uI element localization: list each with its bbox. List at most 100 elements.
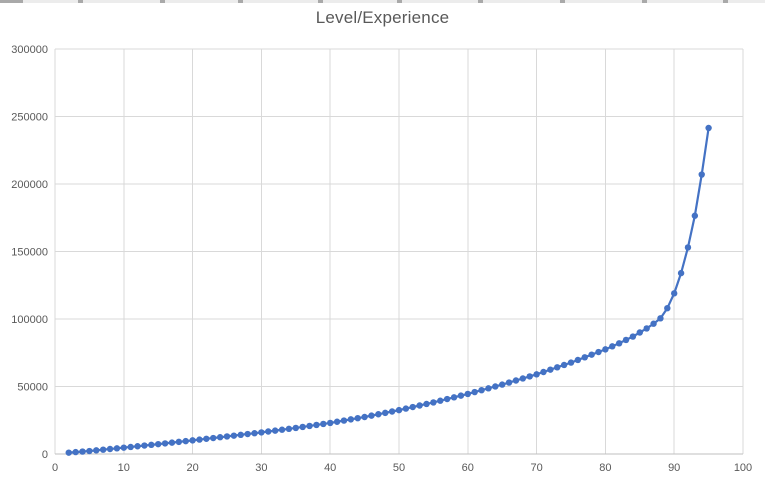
y-tick-label: 50000 [17, 382, 48, 394]
cell-border-tick [478, 0, 483, 3]
cell-border-tick [318, 0, 323, 3]
data-point-marker [361, 413, 368, 421]
data-point-marker [457, 392, 465, 399]
data-point-marker [547, 366, 554, 373]
data-point-marker [148, 441, 155, 449]
data-point-marker [292, 424, 299, 432]
data-point-marker [134, 443, 141, 450]
data-point-marker [189, 437, 196, 444]
data-point-marker [602, 346, 609, 353]
data-point-marker [629, 333, 637, 340]
x-tick-label: 50 [393, 462, 405, 474]
series-line [67, 126, 710, 454]
data-point-marker [106, 445, 114, 453]
x-tick-label: 20 [186, 462, 198, 474]
data-point-marker [622, 336, 630, 344]
spreadsheet-gridline-strip [0, 0, 765, 3]
data-point-marker [409, 403, 416, 411]
data-point-marker [375, 411, 382, 418]
y-tick-label: 150000 [11, 247, 48, 259]
x-tick-label: 30 [255, 462, 267, 474]
data-point-marker [512, 377, 520, 384]
data-point-marker [299, 423, 306, 431]
data-point-marker [395, 406, 403, 414]
data-point-marker [423, 400, 430, 408]
data-point-marker [492, 383, 499, 390]
data-point-marker [485, 385, 492, 392]
data-point-marker [416, 402, 423, 409]
data-point-marker [650, 320, 657, 327]
data-point-marker [499, 381, 506, 388]
cell-border-tick [0, 0, 23, 3]
data-point-marker [182, 437, 189, 445]
data-point-marker [368, 412, 375, 419]
data-point-marker [402, 405, 410, 412]
cell-border-tick [78, 0, 83, 3]
x-tick-label: 10 [118, 462, 130, 474]
data-point-marker [382, 409, 389, 417]
data-point-marker [430, 399, 437, 406]
data-point-marker [664, 305, 671, 312]
data-point-marker [223, 433, 231, 440]
data-point-marker [278, 426, 286, 433]
data-point-marker [244, 430, 251, 438]
y-tick-label: 250000 [11, 112, 48, 124]
data-point-marker [388, 408, 396, 415]
data-point-marker [567, 359, 575, 366]
data-point-marker [443, 395, 451, 403]
data-point-marker [285, 425, 293, 433]
cell-border-tick [160, 0, 165, 3]
data-point-marker [478, 386, 485, 394]
data-point-marker [230, 432, 238, 439]
data-point-marker [327, 419, 334, 427]
data-point-marker [99, 446, 107, 453]
data-point-marker [684, 244, 692, 251]
data-point-marker [216, 434, 224, 441]
data-point-marker [265, 428, 272, 435]
data-point-marker [574, 356, 582, 364]
data-point-marker [609, 343, 616, 350]
data-point-marker [526, 373, 533, 380]
data-point-marker [698, 171, 705, 178]
data-point-marker [671, 290, 678, 297]
data-point-marker [120, 444, 128, 451]
data-point-marker [141, 442, 148, 449]
cell-border-tick [642, 0, 647, 3]
x-tick-label: 40 [324, 462, 336, 474]
data-point-marker [643, 325, 650, 332]
x-tick-label: 60 [462, 462, 474, 474]
y-tick-label: 0 [42, 449, 48, 461]
data-point-marker [306, 422, 313, 430]
data-point-marker [333, 418, 341, 425]
x-tick-label: 100 [734, 462, 752, 474]
chart-title: Level/Experience [315, 8, 450, 27]
x-tick-label: 90 [668, 462, 680, 474]
data-point-marker [595, 348, 602, 356]
cell-border-tick [723, 0, 728, 3]
data-point-marker [437, 397, 444, 404]
x-tick-label: 80 [599, 462, 611, 474]
data-point-marker [72, 448, 79, 456]
data-point-marker [588, 351, 595, 358]
data-point-marker [127, 443, 134, 451]
cell-border-tick [560, 0, 565, 3]
data-point-marker [86, 447, 93, 455]
data-point-marker [657, 315, 664, 322]
data-point-marker [533, 371, 540, 378]
data-point-marker [691, 212, 699, 219]
cell-border-tick [238, 0, 243, 3]
data-point-marker [175, 438, 183, 446]
data-point-marker [450, 394, 458, 401]
x-tick-label: 70 [530, 462, 542, 474]
data-point-marker [237, 431, 244, 439]
data-point-marker [155, 440, 162, 448]
data-point-marker [540, 368, 547, 376]
data-point-marker [705, 124, 712, 132]
data-point-marker [347, 416, 355, 423]
data-point-marker [196, 436, 203, 443]
cell-border-tick [397, 0, 402, 3]
data-point-marker [354, 414, 361, 422]
data-point-marker [581, 354, 588, 361]
data-point-marker [471, 388, 478, 396]
